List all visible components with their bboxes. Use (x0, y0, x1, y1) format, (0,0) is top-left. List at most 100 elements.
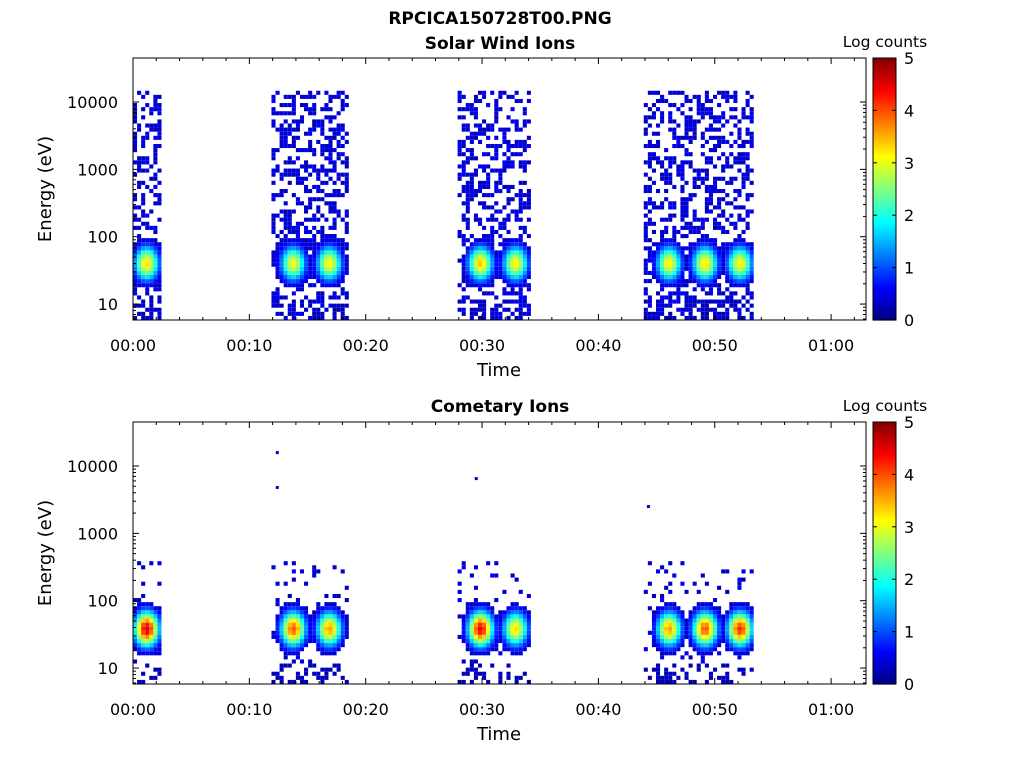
heatmap-cell (279, 254, 284, 259)
heatmap-cell (477, 315, 483, 320)
heatmap-cell (510, 164, 515, 169)
heatmap-cell (660, 679, 665, 684)
heatmap-cell (676, 610, 681, 615)
heatmap-cell (745, 156, 750, 161)
heatmap-cell (660, 246, 665, 251)
heatmap-cell (157, 103, 162, 108)
heatmap-cell (729, 630, 734, 635)
heatmap-cell (676, 270, 681, 275)
heatmap-cell (655, 647, 661, 652)
heatmap-cell (149, 618, 154, 623)
heatmap-cell (153, 98, 158, 104)
heatmap-cell (708, 201, 713, 206)
heatmap-cell (713, 94, 718, 99)
heatmap-cell (486, 246, 491, 251)
heatmap-cell (457, 581, 462, 586)
heatmap-cell (737, 602, 742, 607)
heatmap-cell (291, 561, 296, 566)
heatmap-cell (708, 279, 713, 284)
heatmap-cell (733, 225, 738, 230)
heatmap-cell (717, 213, 722, 218)
heatmap-cell (676, 242, 681, 247)
colorbar-swatch (873, 306, 896, 311)
heatmap-cell (486, 643, 491, 648)
heatmap-cell (316, 217, 321, 222)
heatmap-cell (688, 626, 693, 631)
heatmap-cell (696, 254, 701, 259)
heatmap-cell (283, 254, 288, 259)
heatmap-cell (502, 266, 507, 271)
heatmap-cell (308, 127, 313, 132)
heatmap-cell (526, 618, 531, 623)
heatmap-cell (526, 262, 531, 267)
heatmap-cell (704, 638, 709, 644)
heatmap-cell (713, 626, 718, 631)
heatmap-cell (708, 197, 713, 202)
heatmap-cell (506, 213, 511, 218)
heatmap-cell (477, 671, 483, 676)
heatmap-cell (729, 299, 734, 304)
colorbar-swatch (873, 278, 896, 282)
heatmap-cell (664, 569, 669, 574)
heatmap-cell (473, 246, 478, 251)
heatmap-cell (291, 111, 296, 116)
heatmap-cell (713, 221, 718, 226)
heatmap-cell (733, 602, 738, 607)
heatmap-cell (461, 671, 466, 676)
heatmap-cell (733, 123, 738, 128)
heatmap-cell (708, 287, 713, 292)
heatmap-cell (672, 234, 677, 239)
heatmap-cell (655, 189, 661, 194)
heatmap-cell (526, 283, 531, 288)
heatmap-cell (145, 606, 150, 611)
heatmap-cell (660, 111, 665, 116)
heatmap-cell (668, 246, 673, 251)
heatmap-cell (149, 622, 154, 627)
heatmap-cell (647, 189, 652, 194)
heatmap-cell (283, 315, 288, 320)
heatmap-cell (465, 270, 470, 275)
heatmap-cell (518, 266, 523, 271)
heatmap-cell (688, 164, 693, 169)
heatmap-cell (741, 258, 746, 263)
heatmap-cell (680, 213, 685, 218)
heatmap-cell (651, 205, 656, 210)
heatmap-cell (328, 283, 333, 288)
heatmap-cell (700, 311, 705, 316)
heatmap-cell (287, 103, 292, 108)
heatmap-cell (518, 287, 523, 292)
heatmap-cell (717, 258, 722, 263)
heatmap-cell (316, 168, 321, 173)
heatmap-cell (514, 602, 519, 607)
heatmap-cell (271, 123, 276, 128)
heatmap-cell (486, 622, 491, 627)
heatmap-cell (295, 242, 300, 247)
heatmap-cell (324, 266, 329, 271)
heatmap-cell (473, 115, 478, 120)
heatmap-cell (469, 622, 474, 627)
heatmap-cell (469, 193, 474, 198)
heatmap-cell (664, 618, 669, 623)
heatmap-cell (725, 201, 730, 206)
heatmap-cell (514, 577, 519, 582)
heatmap-cell (692, 209, 697, 214)
heatmap-cell (668, 315, 673, 320)
heatmap-cell (672, 229, 677, 235)
heatmap-cell (688, 254, 693, 259)
heatmap-cell (700, 143, 705, 149)
heatmap-cell (308, 205, 313, 210)
heatmap-cell (157, 311, 162, 316)
heatmap-cell (299, 94, 305, 99)
heatmap-cell (660, 618, 665, 623)
heatmap-cell (522, 638, 527, 644)
heatmap-cell (514, 274, 519, 280)
heatmap-cell (295, 225, 300, 230)
heatmap-cell (295, 156, 300, 161)
heatmap-cell (733, 614, 738, 619)
heatmap-cell (340, 630, 345, 635)
heatmap-cell (684, 201, 689, 206)
heatmap-cell (708, 250, 713, 255)
heatmap-cell (320, 266, 325, 271)
heatmap-cell (522, 266, 527, 271)
heatmap-cell (157, 119, 162, 124)
